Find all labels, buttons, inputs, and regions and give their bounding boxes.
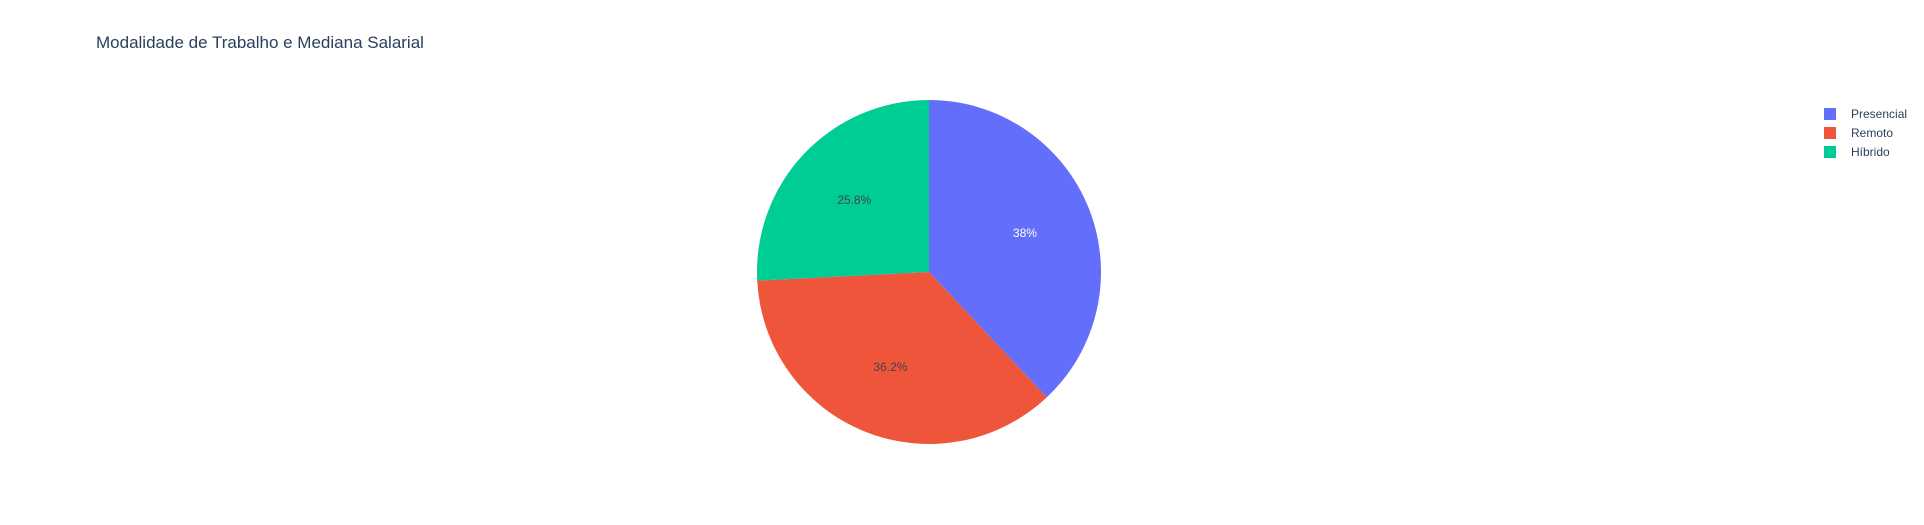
legend: Presencial Remoto Híbrido: [1824, 104, 1907, 161]
pie-slice-presencial[interactable]: [929, 100, 1101, 398]
legend-swatch: [1824, 145, 1836, 158]
legend-item[interactable]: Presencial: [1824, 104, 1907, 123]
legend-swatch: [1824, 126, 1836, 139]
legend-item[interactable]: Híbrido: [1824, 142, 1907, 161]
legend-label: Híbrido: [1851, 144, 1890, 159]
chart-title: Modalidade de Trabalho e Mediana Salaria…: [96, 33, 424, 52]
pie-slice-hibrido[interactable]: [757, 100, 929, 281]
pie-slice-label: 38%: [1013, 226, 1037, 240]
legend-label: Remoto: [1851, 125, 1894, 140]
legend-label: Presencial: [1851, 106, 1908, 121]
pie-slice-label: 36.2%: [873, 360, 907, 374]
pie-slice-remoto[interactable]: [757, 272, 1047, 444]
pie-slice-label: 25.8%: [837, 193, 871, 207]
legend-item[interactable]: Remoto: [1824, 123, 1907, 142]
legend-swatch: [1824, 107, 1836, 120]
